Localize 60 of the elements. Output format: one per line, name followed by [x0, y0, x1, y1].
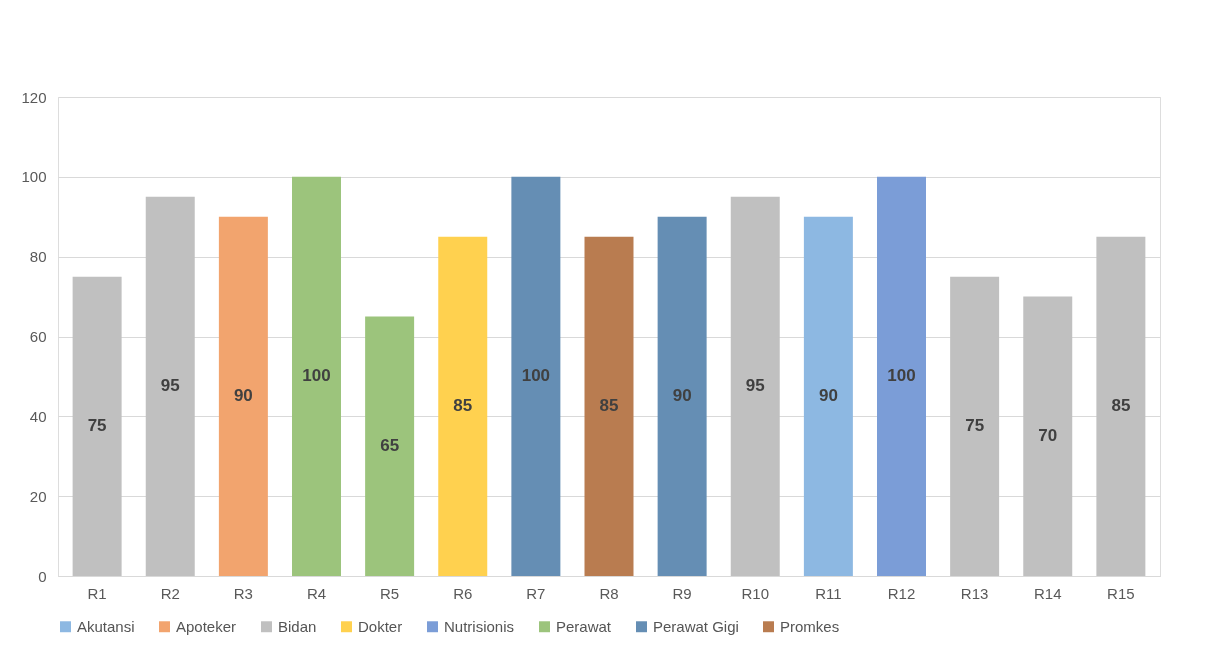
data-label: 100 [887, 366, 916, 386]
data-label: 90 [818, 386, 838, 406]
data-label: 100 [521, 366, 551, 386]
y-tick-label: 120 [21, 88, 47, 106]
y-tick-label: 80 [29, 248, 47, 266]
bar [730, 196, 780, 576]
x-tick-label: R2 [160, 584, 180, 602]
x-tick-label: R8 [599, 584, 619, 602]
data-label: 85 [453, 396, 473, 416]
x-tick-label: R14 [1033, 584, 1062, 602]
x-tick-label: R13 [960, 584, 989, 602]
bar [657, 216, 707, 576]
data-label: 90 [233, 386, 253, 406]
data-label: 70 [1038, 426, 1058, 446]
x-tick-label: R1 [87, 584, 107, 602]
bar [218, 216, 268, 576]
data-label: 95 [745, 376, 765, 396]
bar [438, 236, 488, 576]
x-tick-label: R15 [1107, 584, 1135, 602]
legend-label: Perawat [556, 617, 612, 635]
bar [950, 276, 1000, 576]
x-tick-label: R4 [306, 584, 327, 602]
x-tick-label: R11 [815, 584, 842, 602]
bar [365, 316, 415, 576]
y-tick-label: 0 [38, 567, 47, 585]
x-tick-label: R12 [887, 584, 916, 602]
legend-label: Akutansi [77, 617, 135, 635]
bar [511, 176, 561, 576]
data-label: 85 [599, 396, 619, 416]
legend-label: Dokter [358, 617, 403, 635]
data-label: 65 [380, 436, 400, 456]
x-tick-label: R5 [380, 584, 400, 602]
bar [292, 176, 341, 576]
legend-label: Perawat Gigi [653, 617, 739, 635]
bar [1096, 236, 1146, 576]
x-tick-label: R10 [741, 584, 770, 602]
y-tick-label: 20 [29, 487, 47, 505]
data-label: 100 [302, 366, 331, 386]
data-label: 95 [160, 376, 180, 396]
y-tick-label: 60 [29, 328, 47, 345]
y-tick-label: 100 [21, 168, 47, 186]
legend-label: Nutrisionis [444, 617, 515, 635]
bar [145, 196, 195, 576]
x-tick-label: R7 [526, 584, 546, 602]
data-label: 90 [672, 386, 692, 406]
data-label: 85 [1111, 396, 1131, 416]
x-tick-label: R6 [453, 584, 473, 602]
bar [877, 176, 926, 576]
bar [803, 216, 853, 576]
bar [1023, 296, 1073, 576]
legend-label: Promkes [780, 617, 840, 635]
y-tick-label: 40 [29, 407, 47, 425]
data-label: 75 [965, 416, 985, 436]
bar [72, 276, 122, 576]
legend-label: Bidan [278, 617, 317, 635]
x-tick-label: R3 [233, 584, 253, 602]
x-tick-label: R9 [672, 584, 692, 602]
data-label: 75 [87, 416, 107, 436]
legend-label: Apoteker [176, 617, 237, 635]
bar [584, 236, 634, 576]
